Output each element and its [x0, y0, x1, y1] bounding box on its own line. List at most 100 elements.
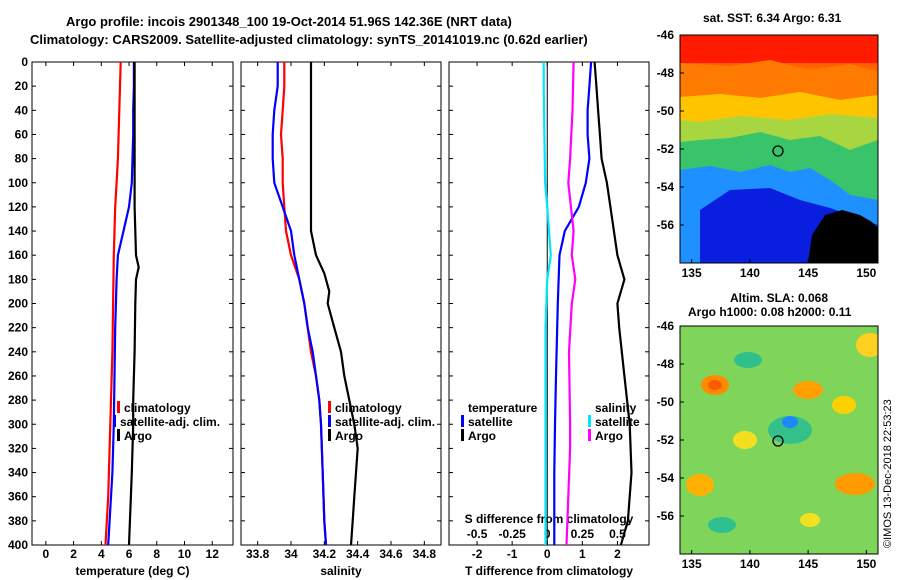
sla-warm-core [708, 380, 722, 390]
y-tick-label: 200 [8, 297, 28, 311]
map-x-tick-label: 145 [798, 266, 818, 280]
map-x-tick-label: 150 [856, 266, 876, 280]
y-tick-label: 320 [8, 441, 28, 455]
y-tick-label: 180 [8, 272, 28, 286]
sst-yellow-band [680, 92, 878, 122]
map-y-tick-label: -48 [657, 66, 675, 80]
x-tick-label: 2 [70, 547, 77, 561]
legend-argo-swatch [117, 429, 120, 441]
x-tick-label: -1 [507, 547, 518, 561]
figure-title-line2: Climatology: CARS2009. Satellite-adjuste… [30, 32, 588, 47]
legend-s-argo-swatch [588, 429, 591, 441]
y-tick-label: 120 [8, 200, 28, 214]
legend-argo-swatch [328, 429, 331, 441]
x-axis-label: salinity [320, 564, 362, 578]
legend-t-satellite-swatch [461, 415, 464, 427]
x-tick-label: 0 [544, 547, 551, 561]
salinity-profile-panel: 33.8 34 34.2 34.4 34.6 34.8 salinity [240, 61, 442, 578]
map-y-tick-label: -46 [657, 319, 675, 333]
y-tick-label: 380 [8, 514, 28, 528]
difference-legend: temperature satellite Argo salinity sate… [461, 401, 640, 443]
series-line-t-argo [593, 61, 633, 546]
x-tick-label: 33.8 [246, 547, 270, 561]
x-tick-label: 1 [579, 547, 586, 561]
legend-t-argo-label: Argo [468, 429, 496, 443]
y-tick-label: 240 [8, 345, 28, 359]
imos-credit: ©IMOS 13-Dec-2018 22:53:23 [882, 399, 894, 548]
sla-map-image [680, 326, 878, 554]
sst-orange-band [680, 60, 878, 100]
sla-map-title: Altim. SLA: 0.068 [730, 291, 828, 305]
y-tick-label: 60 [15, 127, 29, 141]
x-tick-label: -2 [472, 547, 483, 561]
sst-warm-band [680, 35, 878, 63]
map-y-tick-label: -46 [657, 28, 675, 42]
secondary-tick-label: 0.25 [571, 527, 595, 541]
y-tick-label: 220 [8, 321, 28, 335]
legend-s-satellite-label: satellite [595, 415, 640, 429]
x-tick-label: 10 [178, 547, 192, 561]
secondary-tick-label: 0.5 [609, 527, 626, 541]
y-tick-label: 0 [21, 55, 28, 69]
x-tick-label: 34.4 [346, 547, 370, 561]
map-y-tick-label: -50 [657, 104, 675, 118]
sla-map-subtitle: Argo h1000: 0.08 h2000: 0.11 [688, 305, 852, 319]
sla-argo-marker [772, 435, 784, 447]
map-x-tick-label: 135 [682, 266, 702, 280]
legend-t-satellite-label: satellite [468, 415, 513, 429]
legend-climatology-swatch [117, 401, 120, 413]
secondary-tick-label: -0.25 [498, 527, 526, 541]
y-tick-label: 400 [8, 538, 28, 552]
x-axis-label: temperature (deg C) [75, 564, 189, 578]
sst-green-band [680, 132, 878, 200]
sst-map-axes: 135 140 145 150 -46 -48 -50 -52 -54 -56 [657, 28, 877, 280]
sla-map-axes: 135 140 145 150 -46 -48 -50 -52 -54 -56 [657, 319, 877, 571]
sla-warm-blob [686, 474, 714, 496]
legend-temperature-heading: temperature [468, 401, 538, 415]
map-x-tick-label: 140 [740, 266, 760, 280]
x-tick-label: 8 [153, 547, 160, 561]
temperature-legend: climatology satellite-adj. clim. Argo [113, 401, 220, 443]
legend-climatology-label: climatology [124, 401, 191, 415]
map-y-tick-label: -52 [657, 142, 675, 156]
x-tick-label: 0 [43, 547, 50, 561]
series-line-s-argo [565, 61, 577, 546]
series-line-climatology [104, 61, 122, 546]
sla-cool-core [782, 416, 798, 428]
x-tick-label: 34.2 [313, 547, 337, 561]
map-x-tick-label: 135 [682, 557, 702, 571]
sla-warm-blob [832, 396, 856, 414]
x-tick-label: 6 [126, 547, 133, 561]
y-tick-label: 260 [8, 369, 28, 383]
secondary-axis-label: S difference from climatology [465, 512, 634, 526]
y-tick-label: 160 [8, 248, 28, 262]
map-x-tick-label: 140 [740, 557, 760, 571]
temperature-profile-panel: 0204060801001201401601802002202402602803… [8, 55, 234, 578]
x-tick-label: 12 [206, 547, 220, 561]
legend-argo-label: Argo [335, 429, 363, 443]
secondary-tick-label: -0.5 [467, 527, 488, 541]
legend-satellite-swatch [113, 415, 116, 427]
x-tick-label: 2 [614, 547, 621, 561]
series-line-s-satellite [542, 62, 552, 545]
y-tick-label: 360 [8, 490, 28, 504]
sla-warm-blob [793, 381, 823, 399]
legend-satellite-swatch [328, 415, 331, 427]
sst-argo-marker [772, 145, 784, 157]
sla-yellow-blob [800, 513, 820, 527]
sla-yellow-blob [733, 431, 757, 449]
legend-salinity-heading: salinity [595, 401, 637, 415]
map-x-tick-label: 145 [798, 557, 818, 571]
series-line-argo [127, 62, 140, 546]
map-y-tick-label: -52 [657, 433, 675, 447]
sla-cool-blob [768, 416, 812, 444]
legend-argo-label: Argo [124, 429, 152, 443]
salinity-legend: climatology satellite-adj. clim. Argo [328, 401, 435, 443]
sst-map-title: sat. SST: 6.34 Argo: 6.31 [703, 11, 842, 25]
sla-yellow-blob [856, 333, 878, 357]
legend-climatology-label: climatology [335, 401, 402, 415]
sla-cool-blob [708, 517, 736, 533]
x-tick-label: 34 [284, 547, 298, 561]
difference-profile-panel: -2 -1 0 1 2 T difference from climatology S di… [448, 61, 650, 578]
